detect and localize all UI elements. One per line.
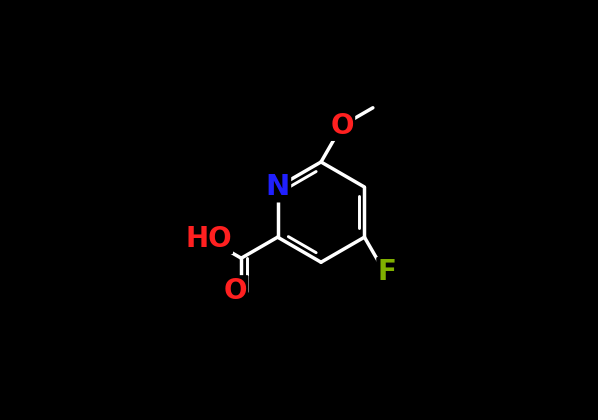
Text: N: N xyxy=(266,173,290,201)
Text: O: O xyxy=(224,276,247,304)
Text: F: F xyxy=(378,258,396,286)
Text: O: O xyxy=(330,112,354,139)
Text: HO: HO xyxy=(185,225,231,253)
